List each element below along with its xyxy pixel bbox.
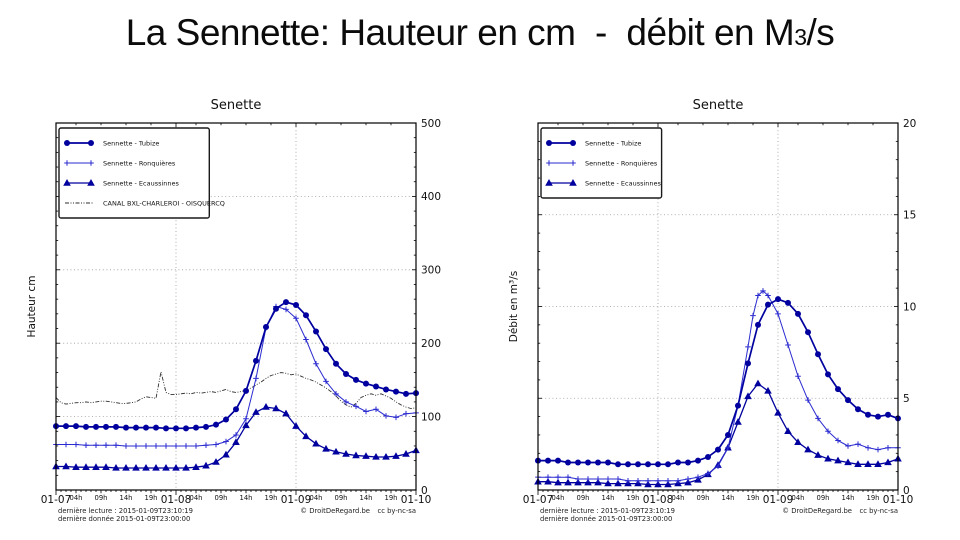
x-day-label: 01-09	[763, 494, 794, 506]
legend-label: Sennette - Tubize	[585, 139, 641, 147]
chart-title: Senette	[211, 98, 262, 113]
x-hour-label: 09h	[95, 494, 108, 502]
legend-label: CANAL BXL-CHARLEROI - OISQUERCQ	[103, 199, 225, 207]
x-hour-label: 09h	[215, 494, 228, 502]
gridlines	[538, 123, 898, 490]
x-hour-label: 14h	[120, 494, 133, 502]
chart-title: Senette	[693, 98, 744, 113]
x-day-label: 01-08	[161, 494, 192, 506]
x-hour-label: 19h	[385, 494, 398, 502]
x-hour-label: 09h	[577, 494, 590, 502]
x-hour-label: 04h	[792, 494, 805, 502]
hauteur-chart: 0 100 200 300 400 500 01-07 01-08 01-09 01-10 04h 0…	[26, 88, 486, 537]
series-group	[52, 299, 420, 471]
copyright-text: © DroitDeRegard.be	[782, 507, 852, 515]
x-hour-label: 14h	[602, 494, 615, 502]
axis-ticks	[55, 122, 417, 495]
x-hour-label: 19h	[265, 494, 278, 502]
gridlines	[56, 123, 416, 490]
legend-label: Sennette - Ecaussinnes	[103, 179, 180, 187]
y-tick-label: 20	[903, 118, 916, 130]
series-sennette-ronqui-res	[535, 288, 901, 484]
series-sennette-ecaussinnes	[52, 403, 420, 471]
legend-item-sennette-ecaussinnes: Sennette - Ecaussinnes	[63, 179, 180, 187]
license-text: cc by-nc-sa	[377, 507, 416, 515]
y-tick-label: 300	[421, 265, 441, 277]
y-tick-label: 5	[903, 393, 910, 405]
y-axis-label: Hauteur cm	[26, 276, 38, 338]
y-tick-label: 100	[421, 411, 441, 423]
copyright-text: © DroitDeRegard.be	[300, 507, 370, 515]
y-tick-label: 15	[903, 210, 916, 222]
x-hour-label: 19h	[747, 494, 760, 502]
x-day-label: 01-10	[883, 494, 914, 506]
x-hour-label: 04h	[552, 494, 565, 502]
legend-label: Sennette - Ecaussinnes	[585, 179, 662, 187]
series-canal-bxl-charleroi-oisquercq	[55, 371, 417, 409]
legend-item-sennette-ronqui-res: Sennette - Ronquières	[64, 159, 176, 167]
x-hour-label: 09h	[697, 494, 710, 502]
legend-item-sennette-ronqui-res: Sennette - Ronquières	[546, 159, 658, 167]
x-hour-label: 04h	[70, 494, 83, 502]
legend: Sennette - Tubize Sennette - Ronquières Se…	[58, 127, 225, 219]
series-sennette-tubize	[535, 296, 901, 468]
x-day-label: 01-07	[523, 494, 554, 506]
legend-item-sennette-ecaussinnes: Sennette - Ecaussinnes	[545, 179, 662, 187]
y-axis-label: Débit en m³/s	[508, 271, 520, 342]
page-title-unit-suffix: /s	[806, 12, 835, 53]
legend-label: Sennette - Ronquières	[585, 159, 658, 167]
y-tick-label: 0	[903, 485, 910, 497]
x-hour-label: 09h	[335, 494, 348, 502]
x-hour-label: 14h	[360, 494, 373, 502]
axis-labels: 0 100 200 300 400 500 01-07 01-08 01-09 01-10 04h 0…	[41, 118, 441, 506]
last-data-text: dernière donnée 2015-01-09T23:00:00	[540, 515, 672, 523]
x-hour-label: 19h	[867, 494, 880, 502]
x-hour-label: 19h	[145, 494, 158, 502]
last-data-text: dernière donnée 2015-01-09T23:00:00	[58, 515, 190, 523]
legend-label: Sennette - Tubize	[103, 139, 159, 147]
x-day-label: 01-07	[41, 494, 72, 506]
series-sennette-tubize	[53, 299, 419, 432]
series-group	[534, 288, 902, 488]
debit-chart: 0 5 10 15 20 01-07 01-08 01-09 01-10 04h 09h 14h 19h…	[508, 88, 960, 537]
chart-footer: dernière lecture : 2015-01-09T23:10:19de…	[58, 507, 416, 523]
x-hour-label: 09h	[817, 494, 830, 502]
axis-labels: 0 5 10 15 20 01-07 01-08 01-09 01-10 04h 09h 14h 19h…	[523, 118, 917, 506]
x-hour-label: 19h	[627, 494, 640, 502]
x-day-label: 01-10	[401, 494, 432, 506]
page-title-subscript: 3	[794, 24, 807, 50]
chart-footer: dernière lecture : 2015-01-09T23:10:19de…	[540, 507, 898, 523]
legend-label: Sennette - Ronquières	[103, 159, 176, 167]
x-hour-label: 04h	[672, 494, 685, 502]
x-hour-label: 04h	[190, 494, 203, 502]
x-hour-label: 14h	[722, 494, 735, 502]
x-hour-label: 14h	[842, 494, 855, 502]
legend-item-sennette-tubize: Sennette - Tubize	[64, 139, 159, 147]
x-day-label: 01-08	[643, 494, 674, 506]
y-tick-label: 10	[903, 301, 916, 313]
hauteur-chart-svg: 0 100 200 300 400 500 01-07 01-08 01-09 01-10 04h 0…	[26, 98, 441, 523]
y-tick-label: 400	[421, 191, 441, 203]
x-hour-label: 14h	[240, 494, 253, 502]
y-tick-label: 200	[421, 338, 441, 350]
last-reading-text: dernière lecture : 2015-01-09T23:10:19	[540, 507, 675, 515]
x-day-label: 01-09	[281, 494, 312, 506]
series-sennette-ecaussinnes	[534, 379, 902, 488]
axis-ticks	[537, 122, 899, 495]
last-reading-text: dernière lecture : 2015-01-09T23:10:19	[58, 507, 193, 515]
debit-chart-svg: 0 5 10 15 20 01-07 01-08 01-09 01-10 04h 09h 14h 19h…	[508, 98, 917, 523]
y-tick-label: 0	[421, 485, 428, 497]
page-title-text: La Sennette: Hauteur en cm - débit en M	[125, 12, 795, 53]
legend: Sennette - Tubize Sennette - Ronquières Se…	[540, 127, 663, 199]
page-title: La Sennette: Hauteur en cm - débit en M3…	[0, 12, 960, 54]
legend-item-sennette-tubize: Sennette - Tubize	[546, 139, 641, 147]
y-tick-label: 500	[421, 118, 441, 130]
license-text: cc by-nc-sa	[859, 507, 898, 515]
legend-item-canal-bxl-charleroi-oisquercq: CANAL BXL-CHARLEROI - OISQUERCQ	[65, 199, 225, 207]
x-hour-label: 04h	[310, 494, 323, 502]
